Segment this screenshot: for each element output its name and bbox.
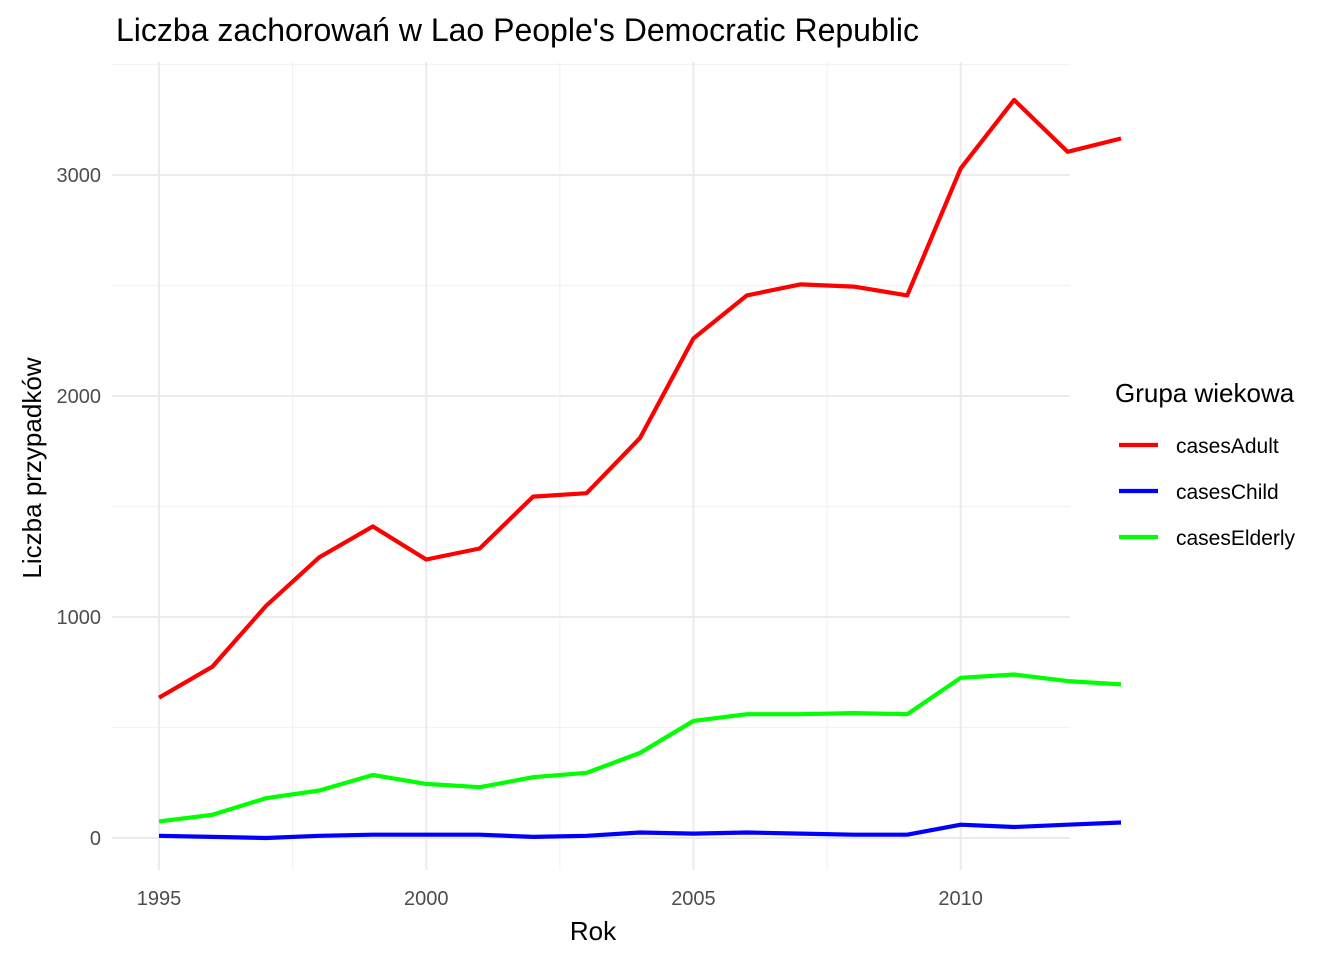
y-axis-title: Liczba przypadków xyxy=(17,357,47,578)
x-axis-title: Rok xyxy=(570,916,617,946)
series-line-casesChild xyxy=(158,820,1122,841)
legend-label: casesElderly xyxy=(1176,527,1296,550)
series-lines xyxy=(157,97,1122,841)
series-line-casesAdult xyxy=(157,97,1122,700)
chart-title: Liczba zachorowań w Lao People's Democra… xyxy=(116,12,919,48)
x-axis-ticks: 1995 2000 2005 2010 xyxy=(137,888,983,910)
legend-label: casesAdult xyxy=(1176,435,1279,458)
x-tick-label: 2000 xyxy=(404,888,449,910)
series-line-casesElderly xyxy=(158,672,1122,824)
x-tick-label: 2010 xyxy=(938,888,983,910)
y-tick-label: 0 xyxy=(90,828,101,850)
y-tick-label: 2000 xyxy=(57,386,102,408)
legend-title: Grupa wiekowa xyxy=(1115,378,1295,408)
y-tick-label: 1000 xyxy=(57,607,102,629)
minor-gridlines xyxy=(112,62,1070,870)
x-tick-label: 1995 xyxy=(137,888,182,910)
major-gridlines xyxy=(112,62,1070,870)
x-tick-label: 2005 xyxy=(671,888,716,910)
y-axis-ticks: 0 1000 2000 3000 xyxy=(57,165,102,850)
y-tick-label: 3000 xyxy=(57,165,102,187)
legend: Grupa wiekowa casesAdult casesChild casesE… xyxy=(1115,378,1296,550)
legend-label: casesChild xyxy=(1176,481,1279,504)
